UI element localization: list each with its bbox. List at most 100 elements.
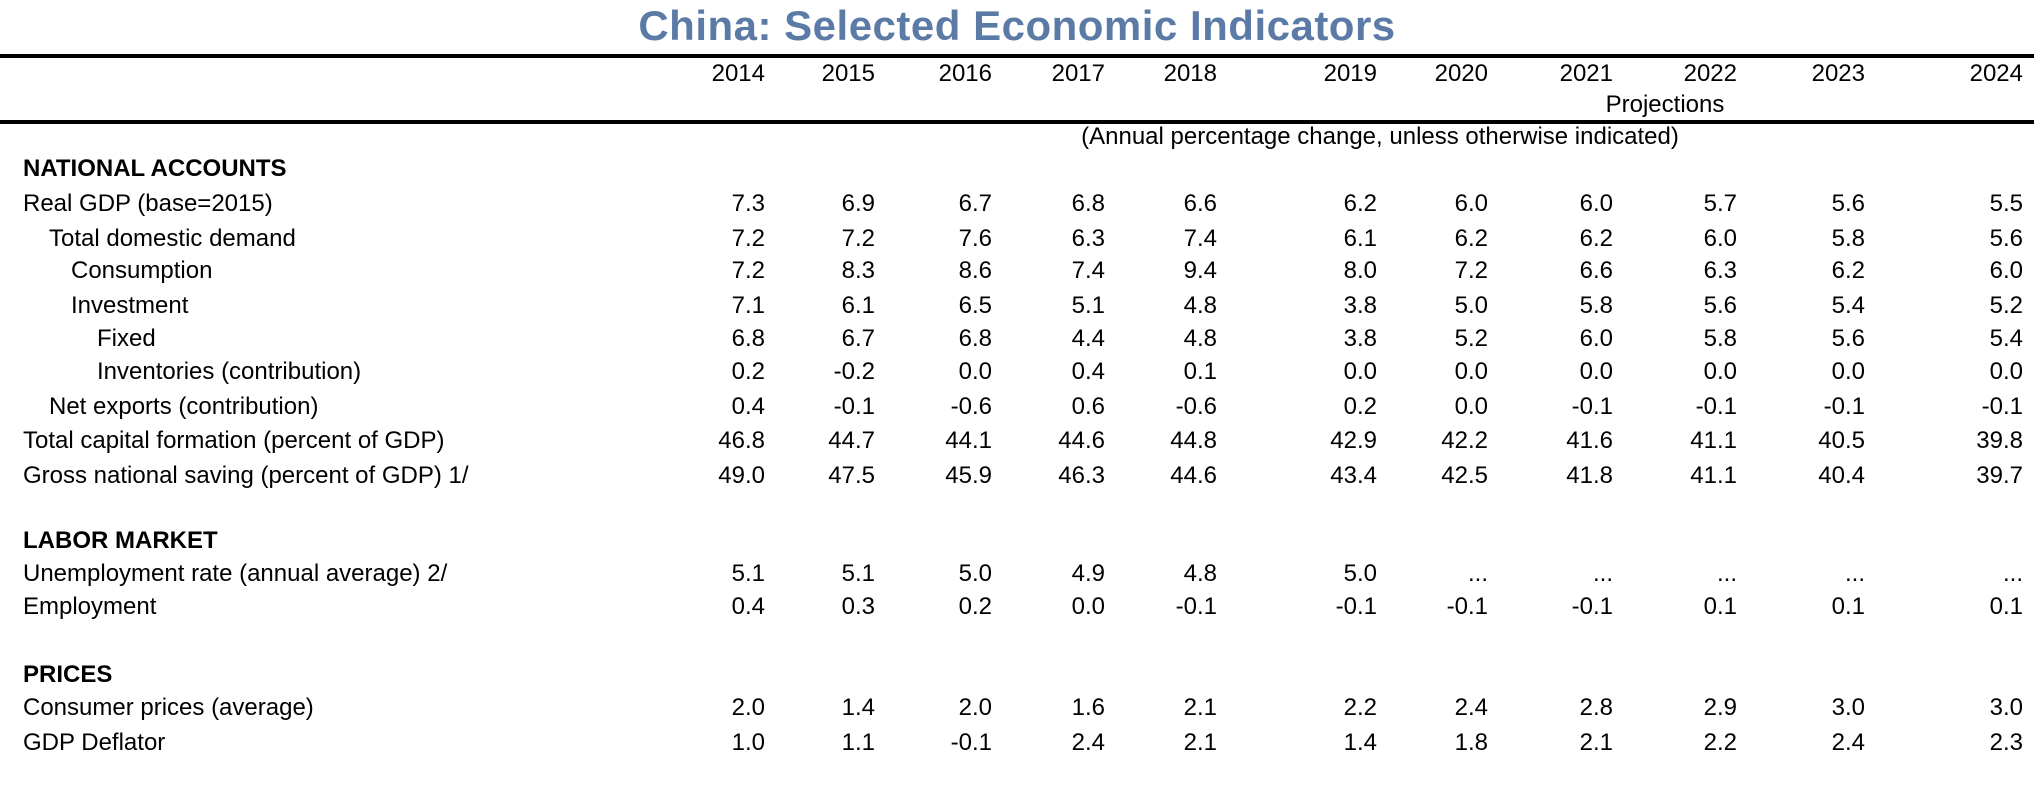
table-cell: 2.3 bbox=[1989, 729, 2023, 756]
table-cell: 5.2 bbox=[1989, 292, 2023, 319]
row-label: Investment bbox=[71, 292, 189, 319]
table-cell: 5.4 bbox=[1989, 325, 2023, 352]
year-header: 2014 bbox=[711, 60, 765, 87]
table-cell: 7.2 bbox=[731, 257, 765, 284]
table-cell: 7.4 bbox=[1183, 225, 1217, 252]
table-cell: 6.8 bbox=[958, 325, 992, 352]
header-top-rule bbox=[0, 54, 2034, 58]
table-cell: 5.8 bbox=[1703, 325, 1737, 352]
table-cell: 3.8 bbox=[1343, 325, 1377, 352]
table-cell: 6.5 bbox=[958, 292, 992, 319]
table-cell: 8.3 bbox=[841, 257, 875, 284]
table-cell: 8.0 bbox=[1343, 257, 1377, 284]
table-cell: 5.1 bbox=[841, 560, 875, 587]
projections-label: Projections bbox=[1605, 91, 1725, 118]
table-cell: 0.0 bbox=[1831, 358, 1865, 385]
table-cell: 4.8 bbox=[1183, 325, 1217, 352]
row-label: Real GDP (base=2015) bbox=[23, 190, 273, 217]
table-cell: 0.0 bbox=[1454, 358, 1488, 385]
table-cell: 0.3 bbox=[841, 593, 875, 620]
row-label: GDP Deflator bbox=[23, 729, 166, 756]
table-cell: 7.2 bbox=[731, 225, 765, 252]
table-cell: 1.4 bbox=[1343, 729, 1377, 756]
table-cell: -0.1 bbox=[1571, 593, 1613, 620]
table-cell: 0.4 bbox=[731, 593, 765, 620]
table-cell: 0.0 bbox=[1703, 358, 1737, 385]
table-cell: ... bbox=[1592, 560, 1613, 587]
table-cell: 6.2 bbox=[1579, 225, 1613, 252]
table-cell: ... bbox=[1844, 560, 1865, 587]
table-cell: -0.2 bbox=[833, 358, 875, 385]
table-cell: 44.6 bbox=[1058, 427, 1105, 454]
table-cell: 2.1 bbox=[1579, 729, 1613, 756]
table-cell: 6.8 bbox=[731, 325, 765, 352]
table-cell: 7.1 bbox=[731, 292, 765, 319]
table-cell: 1.4 bbox=[841, 694, 875, 721]
year-header: 2024 bbox=[1969, 60, 2023, 87]
row-label: Gross national saving (percent of GDP) 1… bbox=[23, 462, 469, 489]
table-cell: 2.0 bbox=[731, 694, 765, 721]
table-cell: ... bbox=[1467, 560, 1488, 587]
section-heading: PRICES bbox=[23, 661, 113, 688]
table-cell: 39.7 bbox=[1976, 462, 2023, 489]
table-cell: 41.1 bbox=[1690, 462, 1737, 489]
row-label: Total capital formation (percent of GDP) bbox=[23, 427, 445, 454]
header-bottom-rule bbox=[0, 120, 2034, 124]
table-cell: 0.4 bbox=[1071, 358, 1105, 385]
year-header: 2019 bbox=[1323, 60, 1377, 87]
table-cell: 41.1 bbox=[1690, 427, 1737, 454]
table-cell: 6.0 bbox=[1454, 190, 1488, 217]
year-header: 2022 bbox=[1683, 60, 1737, 87]
year-header: 2018 bbox=[1163, 60, 1217, 87]
table-cell: 0.0 bbox=[1989, 358, 2023, 385]
table-cell: 6.3 bbox=[1071, 225, 1105, 252]
table-cell: -0.6 bbox=[950, 393, 992, 420]
table-cell: 5.6 bbox=[1831, 325, 1865, 352]
table-cell: -0.1 bbox=[1335, 593, 1377, 620]
table-cell: 5.8 bbox=[1579, 292, 1613, 319]
table-cell: 6.1 bbox=[841, 292, 875, 319]
row-label: Net exports (contribution) bbox=[49, 393, 319, 420]
table-cell: 1.8 bbox=[1454, 729, 1488, 756]
table-cell: 3.0 bbox=[1831, 694, 1865, 721]
table-cell: 6.0 bbox=[1989, 257, 2023, 284]
table-cell: 0.0 bbox=[1071, 593, 1105, 620]
table-cell: -0.1 bbox=[1175, 593, 1217, 620]
year-header: 2021 bbox=[1559, 60, 1613, 87]
table-cell: 44.6 bbox=[1170, 462, 1217, 489]
table-cell: 40.4 bbox=[1818, 462, 1865, 489]
table-cell: 7.6 bbox=[958, 225, 992, 252]
table-cell: -0.1 bbox=[1981, 393, 2023, 420]
table-cell: 43.4 bbox=[1330, 462, 1377, 489]
table-cell: 1.6 bbox=[1071, 694, 1105, 721]
table-cell: 5.6 bbox=[1989, 225, 2023, 252]
table-cell: 46.3 bbox=[1058, 462, 1105, 489]
table-cell: 8.6 bbox=[958, 257, 992, 284]
section-heading: NATIONAL ACCOUNTS bbox=[23, 155, 287, 182]
table-cell: 7.2 bbox=[1454, 257, 1488, 284]
table-cell: 46.8 bbox=[718, 427, 765, 454]
table-cell: 0.6 bbox=[1071, 393, 1105, 420]
table-cell: 5.0 bbox=[1343, 560, 1377, 587]
table-cell: 5.0 bbox=[958, 560, 992, 587]
table-cell: 6.2 bbox=[1454, 225, 1488, 252]
table-cell: 5.4 bbox=[1831, 292, 1865, 319]
table-cell: 6.0 bbox=[1703, 225, 1737, 252]
table-cell: -0.1 bbox=[1571, 393, 1613, 420]
table-cell: 0.2 bbox=[731, 358, 765, 385]
table-cell: 7.2 bbox=[841, 225, 875, 252]
table-cell: 6.6 bbox=[1183, 190, 1217, 217]
table-cell: 9.4 bbox=[1183, 257, 1217, 284]
table-cell: 45.9 bbox=[945, 462, 992, 489]
table-cell: 42.9 bbox=[1330, 427, 1377, 454]
table-cell: 3.8 bbox=[1343, 292, 1377, 319]
table-cell: 2.2 bbox=[1343, 694, 1377, 721]
table-cell: 5.0 bbox=[1454, 292, 1488, 319]
units-note: (Annual percentage change, unless otherw… bbox=[1081, 123, 1679, 150]
table-cell: -0.1 bbox=[950, 729, 992, 756]
table-cell: 5.6 bbox=[1703, 292, 1737, 319]
table-cell: 2.4 bbox=[1831, 729, 1865, 756]
table-cell: 5.6 bbox=[1831, 190, 1865, 217]
row-label: Consumption bbox=[71, 257, 213, 284]
